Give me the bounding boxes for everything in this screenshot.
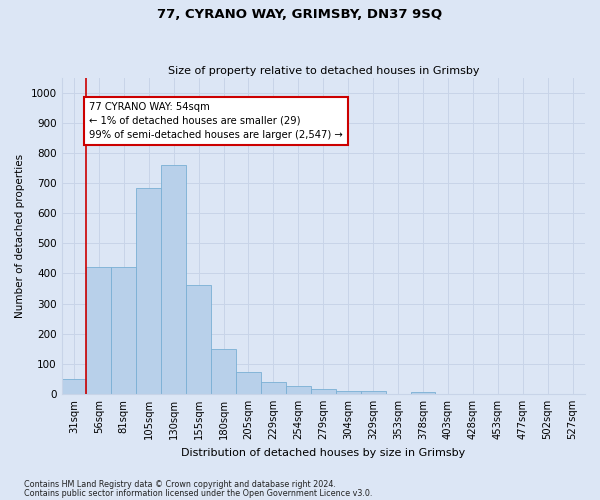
Bar — [161, 165, 186, 394]
X-axis label: Distribution of detached houses by size in Grimsby: Distribution of detached houses by size … — [181, 448, 466, 458]
Bar — [112, 268, 136, 394]
Text: Contains HM Land Registry data © Crown copyright and database right 2024.: Contains HM Land Registry data © Crown c… — [24, 480, 336, 489]
Bar — [361, 391, 386, 394]
Bar — [286, 386, 311, 394]
Bar — [62, 379, 86, 394]
Title: Size of property relative to detached houses in Grimsby: Size of property relative to detached ho… — [167, 66, 479, 76]
Bar — [236, 372, 261, 394]
Bar — [211, 349, 236, 394]
Bar — [410, 392, 436, 394]
Bar — [86, 268, 112, 394]
Bar — [186, 286, 211, 394]
Y-axis label: Number of detached properties: Number of detached properties — [15, 154, 25, 318]
Bar — [336, 391, 361, 394]
Text: Contains public sector information licensed under the Open Government Licence v3: Contains public sector information licen… — [24, 489, 373, 498]
Bar — [311, 390, 336, 394]
Bar — [261, 382, 286, 394]
Bar — [136, 188, 161, 394]
Text: 77, CYRANO WAY, GRIMSBY, DN37 9SQ: 77, CYRANO WAY, GRIMSBY, DN37 9SQ — [157, 8, 443, 20]
Text: 77 CYRANO WAY: 54sqm
← 1% of detached houses are smaller (29)
99% of semi-detach: 77 CYRANO WAY: 54sqm ← 1% of detached ho… — [89, 102, 343, 140]
